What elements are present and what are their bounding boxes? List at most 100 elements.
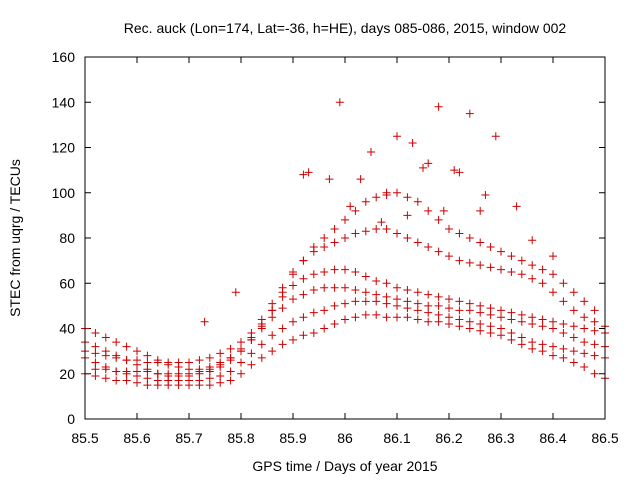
data-point bbox=[497, 313, 505, 322]
data-point bbox=[200, 317, 209, 326]
x-tick-label: 85.9 bbox=[279, 430, 306, 446]
data-point bbox=[377, 218, 386, 227]
data-point bbox=[309, 308, 318, 317]
data-point bbox=[455, 306, 464, 315]
y-tick-label: 40 bbox=[59, 321, 75, 337]
data-point bbox=[476, 308, 485, 317]
data-point bbox=[91, 342, 100, 351]
data-point bbox=[403, 304, 412, 313]
data-point bbox=[486, 263, 495, 272]
chart-title: Rec. auck (Lon=174, Lat=-36, h=HE), days… bbox=[124, 20, 567, 36]
data-point bbox=[372, 224, 381, 233]
data-point bbox=[455, 256, 464, 265]
y-tick-label: 0 bbox=[67, 411, 75, 427]
data-point bbox=[112, 376, 121, 385]
data-point bbox=[424, 308, 433, 317]
data-point bbox=[304, 168, 313, 177]
data-point bbox=[330, 238, 339, 247]
data-point bbox=[439, 206, 448, 215]
data-point bbox=[465, 234, 474, 242]
data-point bbox=[476, 261, 485, 270]
data-point bbox=[403, 234, 412, 242]
data-point bbox=[408, 138, 417, 147]
data-point bbox=[445, 304, 453, 313]
x-tick-label: 86.2 bbox=[435, 430, 462, 446]
data-point bbox=[486, 304, 495, 313]
data-point bbox=[517, 256, 526, 265]
data-point bbox=[268, 313, 277, 322]
data-point bbox=[122, 356, 131, 365]
data-point bbox=[330, 224, 339, 233]
data-point bbox=[205, 353, 214, 362]
data-point bbox=[465, 299, 474, 308]
data-point bbox=[590, 340, 599, 349]
data-point bbox=[143, 374, 152, 383]
x-tick-labels: 85.5 85.6 85.7 85.8 85.9 86 86.1 86.2 86.3 86.4 86… bbox=[71, 430, 618, 446]
data-point bbox=[434, 215, 443, 224]
y-tick-label: 160 bbox=[52, 49, 76, 65]
y-tick-label: 20 bbox=[59, 366, 75, 382]
data-point bbox=[299, 274, 308, 283]
data-point bbox=[445, 224, 453, 233]
data-point bbox=[341, 265, 349, 274]
data-point bbox=[455, 229, 464, 238]
data-point bbox=[372, 276, 381, 285]
data-point bbox=[580, 297, 589, 306]
data-point bbox=[382, 188, 391, 197]
data-point bbox=[112, 338, 121, 347]
data-point bbox=[413, 299, 422, 308]
data-point bbox=[393, 301, 401, 310]
data-point bbox=[174, 369, 183, 378]
data-point bbox=[133, 378, 141, 387]
data-point bbox=[133, 347, 141, 356]
data-point bbox=[382, 313, 391, 322]
data-point bbox=[507, 329, 516, 338]
data-point bbox=[112, 367, 121, 376]
data-point bbox=[434, 102, 443, 111]
data-point bbox=[341, 234, 349, 242]
data-point bbox=[450, 166, 459, 175]
y-tick-label: 80 bbox=[59, 230, 75, 246]
data-point bbox=[268, 347, 277, 356]
data-point bbox=[424, 317, 433, 326]
data-point bbox=[497, 265, 505, 274]
x-tick-label: 86.3 bbox=[487, 430, 514, 446]
data-point bbox=[455, 322, 464, 331]
data-point bbox=[382, 292, 391, 301]
data-point bbox=[413, 238, 422, 247]
x-tick-label: 86.4 bbox=[539, 430, 566, 446]
y-tick-labels: 0 20 40 60 80 100 120 140 160 bbox=[52, 49, 76, 427]
data-point bbox=[507, 335, 516, 344]
data-point bbox=[122, 367, 131, 376]
data-point bbox=[517, 310, 526, 319]
y-tick-label: 140 bbox=[52, 94, 76, 110]
data-point bbox=[517, 340, 526, 349]
data-point bbox=[320, 306, 329, 315]
data-point bbox=[226, 367, 235, 376]
data-point bbox=[351, 229, 360, 238]
data-point bbox=[320, 234, 329, 242]
x-tick-label: 85.6 bbox=[123, 430, 150, 446]
data-point bbox=[528, 319, 537, 328]
data-point bbox=[309, 329, 318, 338]
data-point bbox=[538, 340, 547, 349]
data-point bbox=[507, 267, 516, 276]
data-point bbox=[91, 358, 100, 367]
data-point bbox=[299, 256, 308, 265]
data-point bbox=[559, 279, 568, 288]
data-point bbox=[299, 313, 308, 322]
x-tick-label: 86 bbox=[337, 430, 353, 446]
data-point bbox=[289, 281, 297, 290]
data-point bbox=[361, 272, 370, 281]
data-point bbox=[143, 381, 152, 390]
data-point bbox=[528, 338, 537, 347]
y-tick-label: 120 bbox=[52, 140, 76, 156]
data-point bbox=[341, 215, 349, 224]
data-point bbox=[465, 317, 474, 326]
data-point bbox=[403, 286, 412, 295]
data-point bbox=[361, 197, 370, 206]
data-point bbox=[320, 283, 329, 292]
data-point bbox=[278, 324, 287, 333]
data-point bbox=[330, 319, 339, 328]
